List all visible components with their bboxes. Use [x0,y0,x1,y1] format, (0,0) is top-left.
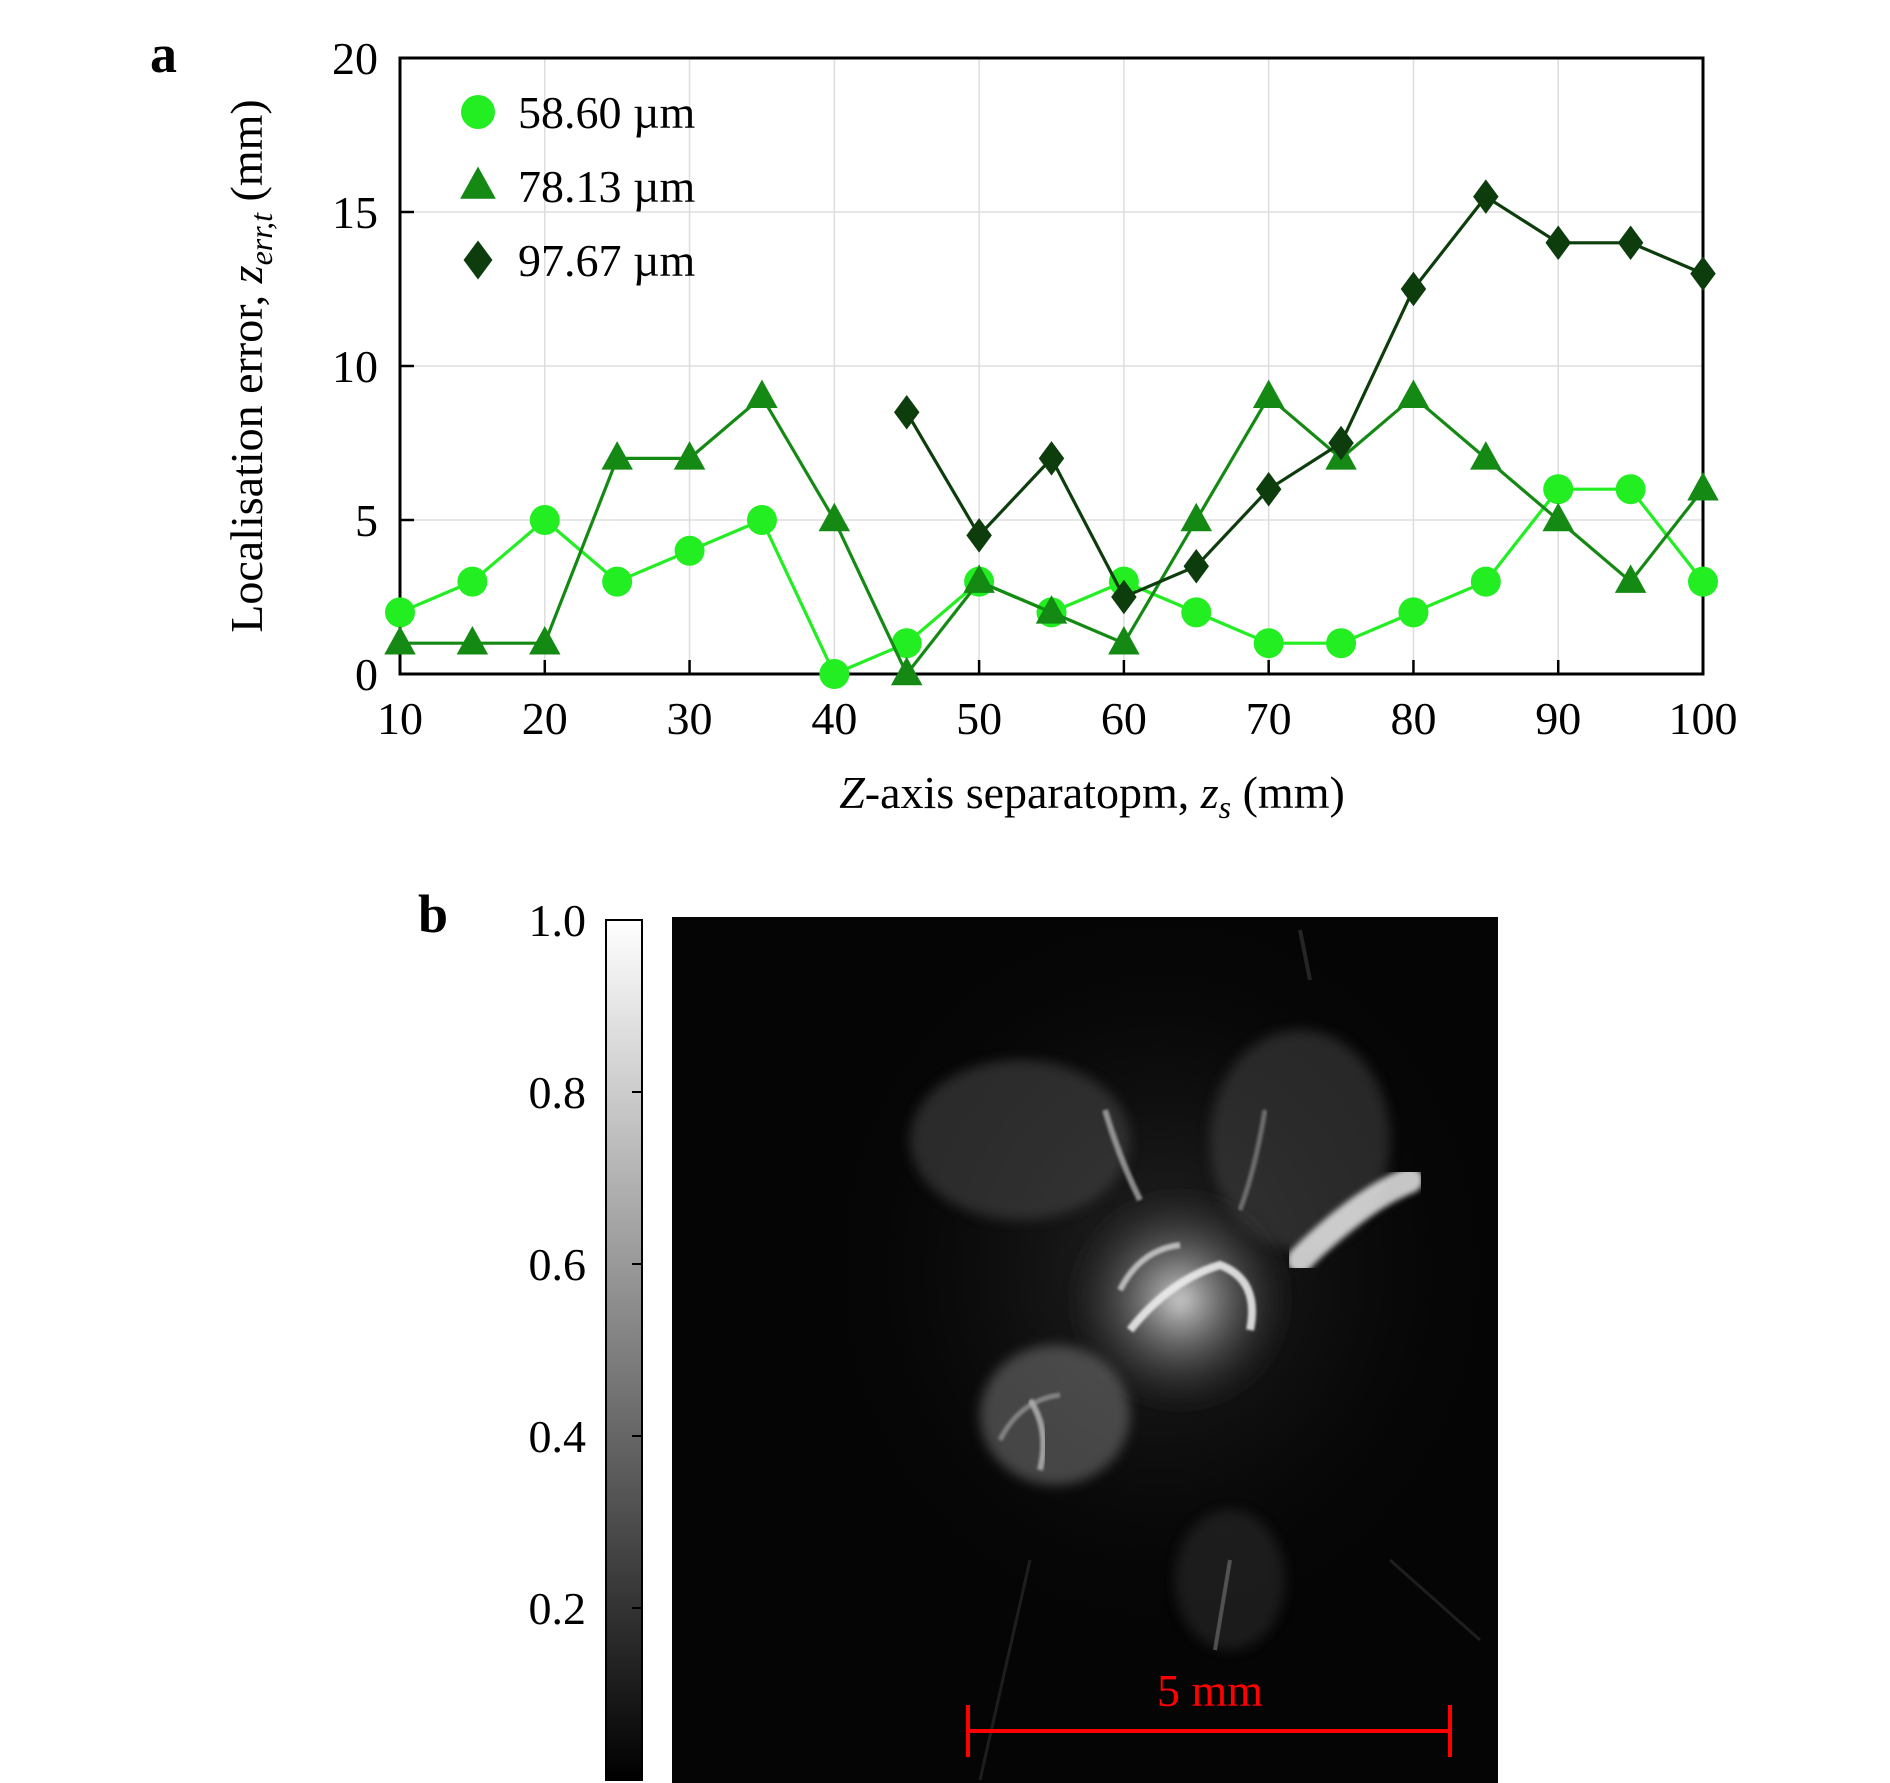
panel-a-label: a [150,24,177,84]
data-point [602,566,633,597]
data-point [1181,597,1212,628]
x-tick-label: 70 [1246,693,1292,744]
data-point [819,659,850,689]
data-point [963,564,995,593]
colorbar-tick-label: 1.0 [529,895,587,946]
colorbar-tick-label: 0.8 [529,1067,587,1118]
data-point [1108,625,1140,655]
data-point [1400,271,1427,307]
data-point [529,625,561,655]
colorbar [605,919,643,1781]
data-point [1470,566,1501,597]
data-point [385,597,415,628]
data-point [1617,225,1644,261]
legend-item: 58.60 µm [461,87,696,138]
data-point [1038,441,1065,476]
data-point [1252,379,1285,409]
chart-grid [399,57,1704,675]
intensity-image [672,917,1498,1783]
x-tick-label: 50 [956,693,1002,744]
legend-label: 97.67 µm [518,235,696,286]
y-tick-label: 5 [355,495,378,546]
data-point [890,656,923,686]
data-point [818,502,851,532]
panel-a: a 10 20 30 40 50 60 70 80 90 100 0 5 10 15 20 Localisa… [150,24,1738,825]
x-tick-label: 100 [1669,693,1738,744]
panel-b-label: b [418,884,448,944]
data-point [1688,566,1718,597]
data-point [601,441,633,470]
legend-marker [463,240,493,280]
legend-item: 97.67 µm [463,235,696,286]
data-point [673,441,706,470]
y-axis-label: Localisation error, zerr,t (mm) [221,99,279,632]
data-point [1614,564,1647,593]
data-point [1397,379,1430,409]
series-triangle [384,379,1719,686]
data-point [1398,597,1429,628]
data-point [1687,471,1719,501]
data-point [1615,474,1646,505]
y-tick-label: 20 [332,33,378,84]
data-point [1690,256,1716,291]
x-axis-label: Z-axis separatopm, zs (mm) [839,767,1345,825]
series-diamond [893,179,1716,615]
data-point [1180,502,1213,532]
data-point [1111,579,1137,615]
scale-bar-label: 5 mm [1157,1665,1263,1716]
data-point [746,505,777,535]
data-point [746,379,778,409]
legend-label: 78.13 µm [518,161,696,212]
y-tick-label: 0 [355,649,378,700]
data-point [1035,595,1068,624]
chart-legend: 58.60 µm 78.13 µm 97.67 µm [460,87,696,286]
data-point [457,566,488,597]
axis-ticks: 10 20 30 40 50 60 70 80 90 100 0 5 10 15 20 [332,33,1738,744]
legend-label: 58.60 µm [518,87,696,138]
data-point [1545,225,1571,261]
colorbar-tick-label: 0.4 [529,1411,587,1462]
legend-marker [461,95,495,129]
colorbar-tick-label: 0.6 [529,1239,587,1290]
series-line [400,394,1705,678]
data-point [1470,441,1502,470]
data-point [1326,628,1357,659]
data-point [674,535,705,566]
data-point [384,625,416,655]
y-tick-label: 15 [332,187,378,238]
legend-item: 78.13 µm [460,161,696,212]
series-line [905,194,1704,600]
x-tick-label: 40 [811,693,857,744]
data-point [893,394,920,430]
data-point [1183,548,1210,584]
data-point [1473,179,1499,214]
data-point [1543,474,1574,505]
data-point [1542,502,1574,532]
x-tick-label: 90 [1535,693,1581,744]
colorbar-tick-label: 0.2 [529,1583,587,1634]
data-point [966,518,992,553]
x-tick-label: 20 [522,693,568,744]
data-point [891,628,922,659]
data-point [456,625,489,655]
series-layer [384,179,1719,689]
legend-marker [460,166,496,199]
data-point [1328,425,1354,461]
y-tick-label: 10 [332,341,378,392]
data-point [1255,471,1282,507]
colorbar-ticks: 1.0 0.8 0.6 0.4 0.2 [529,895,642,1634]
series-circle [385,474,1718,689]
data-point [529,505,560,535]
x-tick-label: 80 [1390,693,1436,744]
x-tick-label: 10 [377,693,423,744]
scale-bar: 5 mm [966,1665,1452,1757]
panel-b: b 1.0 0.8 0.6 0.4 0.2 [418,884,1498,1783]
x-tick-label: 30 [667,693,713,744]
x-tick-label: 60 [1101,693,1147,744]
data-point [1253,628,1284,659]
